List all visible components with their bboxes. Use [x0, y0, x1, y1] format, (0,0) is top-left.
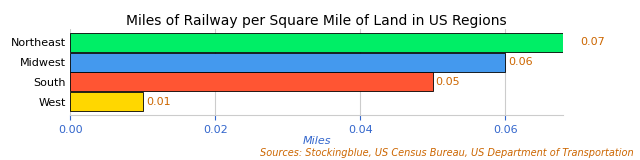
Text: Sources: Stockingblue, US Census Bureau, US Department of Transportation: Sources: Stockingblue, US Census Bureau,…: [260, 148, 634, 158]
Title: Miles of Railway per Square Mile of Land in US Regions: Miles of Railway per Square Mile of Land…: [127, 14, 507, 28]
Text: 0.05: 0.05: [436, 77, 460, 87]
Text: 0.06: 0.06: [508, 57, 532, 67]
X-axis label: Miles: Miles: [303, 136, 331, 146]
Bar: [70, 72, 433, 91]
Bar: [70, 92, 143, 111]
Text: 0.07: 0.07: [580, 37, 605, 47]
Bar: [70, 33, 578, 52]
Bar: [70, 53, 505, 72]
Text: 0.01: 0.01: [146, 97, 170, 107]
